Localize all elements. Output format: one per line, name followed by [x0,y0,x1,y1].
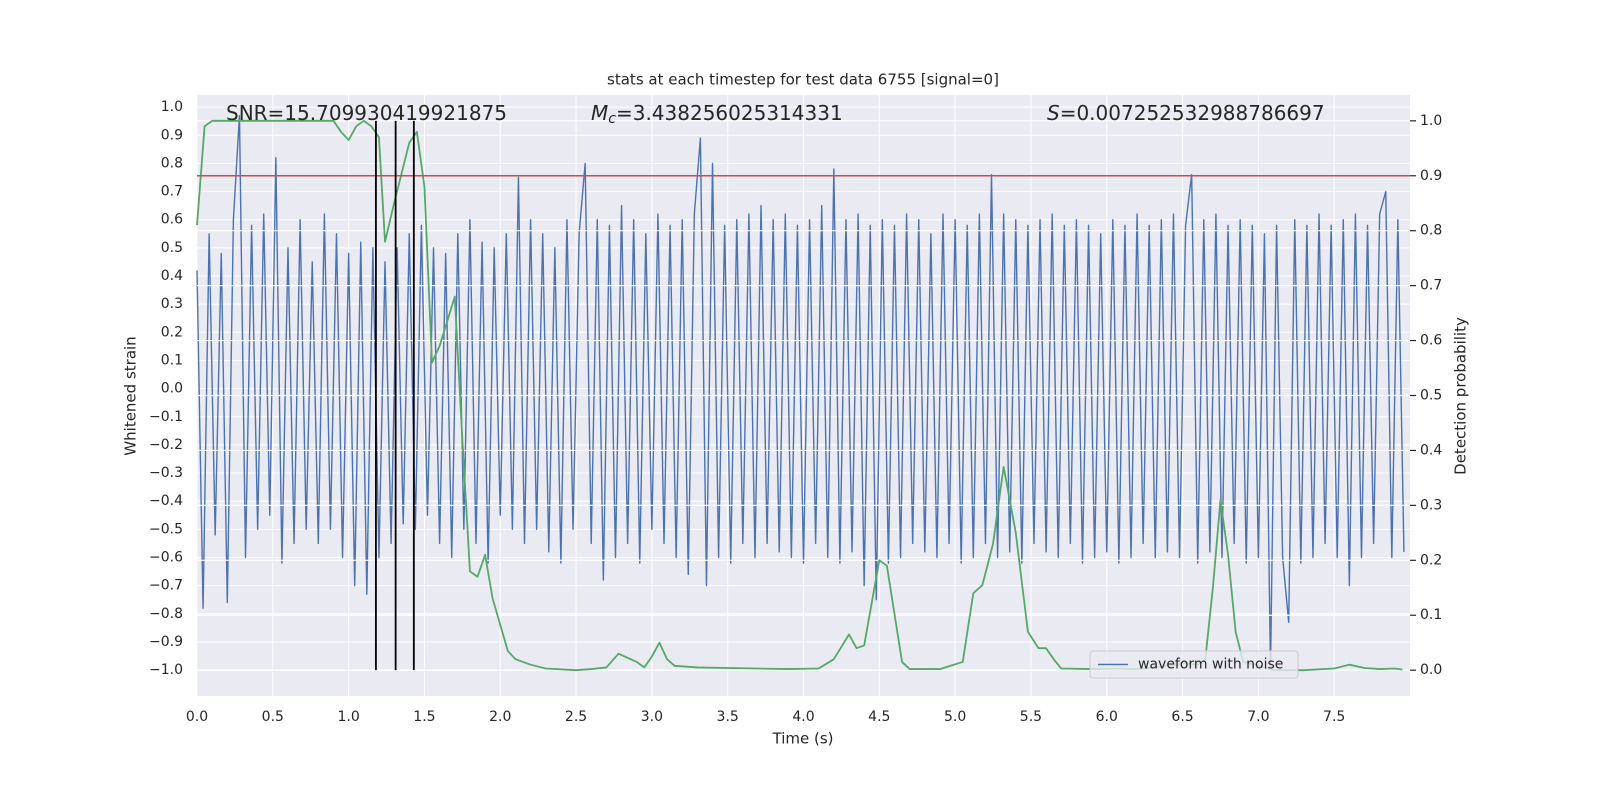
x-tick-label: 3.0 [641,709,663,725]
x-tick-label: 7.0 [1247,709,1269,725]
x-tick-label: 5.0 [944,709,966,725]
y-tick-label: 0.5 [161,240,183,256]
x-tick-label: 0.5 [262,709,284,725]
annotation-text: =3.438256025314331 [616,101,843,125]
y-tick-label: −0.6 [149,550,183,566]
x-tick-label: 6.5 [1171,709,1193,725]
annotation-symbol: S [1047,101,1060,125]
y2-axis-label: Detection probability [1452,317,1470,475]
legend-label: waveform with noise [1138,657,1283,673]
y2-tick-label: 0.2 [1420,552,1442,568]
y-axis-label: Whitened strain [122,336,140,455]
x-tick-label: 3.5 [717,709,739,725]
x-tick-label: 2.5 [565,709,587,725]
y-tick-label: −0.1 [149,409,183,425]
y2-tick-label: 0.5 [1420,388,1442,404]
y-tick-label: 0.8 [161,155,183,171]
y2-tick-label: 0.6 [1420,333,1442,349]
legend-box [1089,650,1299,679]
y-tick-label: 1.0 [161,99,183,115]
y-tick-label: −0.5 [149,521,183,537]
y-tick-label: 0.7 [161,184,183,200]
waveform-line [196,114,1405,671]
x-tick-label: 4.0 [792,709,814,725]
annotation: Mc=3.438256025314331 [591,101,843,128]
x-tick-label: 1.0 [337,709,359,725]
x-tick-label: 6.0 [1096,709,1118,725]
x-tick-label: 1.5 [413,709,435,725]
y-tick-label: −0.4 [149,493,183,509]
x-tick-label: 2.0 [489,709,511,725]
y2-tick-label: 0.8 [1420,223,1442,239]
y2-tick-label: 0.0 [1420,662,1442,678]
y-tick-label: 0.4 [161,268,183,284]
annotation-subscript: c [608,111,616,127]
y-tick-label: −0.9 [149,634,183,650]
y-tick-label: 0.2 [161,324,183,340]
annotation-symbol: M [591,101,608,125]
y-tick-label: −0.3 [149,465,183,481]
annotation-text: SNR=15.709930419921875 [226,101,507,125]
y-tick-label: 0.9 [161,127,183,143]
annotation: SNR=15.709930419921875 [226,101,507,125]
annotation: S=0.007252532988786697 [1047,101,1325,125]
y-tick-label: −0.7 [149,578,183,594]
y-tick-label: −0.8 [149,606,183,622]
x-axis-label: Time (s) [772,730,834,748]
x-tick-label: 0.0 [186,709,208,725]
y2-tick-label: 0.1 [1420,607,1442,623]
annotation-text: =0.007252532988786697 [1060,101,1325,125]
x-tick-label: 5.5 [1020,709,1042,725]
x-tick-label: 4.5 [868,709,890,725]
y-tick-label: 0.6 [161,212,183,228]
y2-tick-label: 0.9 [1420,168,1442,184]
y2-tick-label: 0.4 [1420,442,1442,458]
chart-title: stats at each timestep for test data 675… [607,71,999,89]
y-tick-label: 0.0 [161,381,183,397]
y-tick-label: −0.2 [149,437,183,453]
y2-tick-label: 1.0 [1420,113,1442,129]
x-tick-label: 7.5 [1323,709,1345,725]
y2-tick-label: 0.7 [1420,278,1442,294]
y-tick-label: 0.3 [161,296,183,312]
y-tick-label: −1.0 [149,662,183,678]
y-tick-label: 0.1 [161,352,183,368]
y2-tick-label: 0.3 [1420,497,1442,513]
